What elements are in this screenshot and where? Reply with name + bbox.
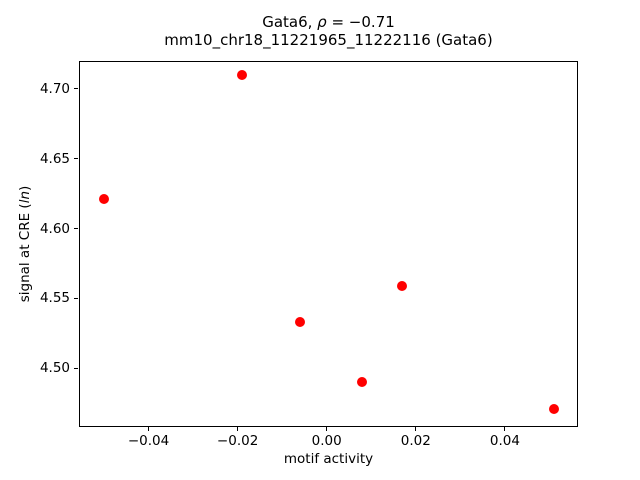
scatter-point	[294, 317, 305, 328]
chart-title-block: Gata6, ρ = −0.71 mm10_chr18_11221965_112…	[79, 13, 578, 49]
scatter-point	[237, 69, 248, 80]
y-tick-label: 4.60	[39, 220, 70, 237]
y-tick-mark	[74, 297, 78, 299]
x-tick-mark	[504, 427, 506, 431]
y-axis-label: signal at CRE (ln)	[17, 186, 33, 303]
y-axis-label-prefix: signal at CRE (	[17, 203, 33, 303]
x-tick-label: −0.04	[127, 433, 170, 449]
y-axis-label-ln: ln	[17, 190, 33, 204]
scatter-point	[357, 377, 368, 388]
x-tick-label: 0.02	[400, 433, 431, 449]
x-tick-mark	[148, 427, 149, 431]
x-tick-mark	[326, 427, 328, 431]
plot-area	[79, 61, 578, 427]
chart-subtitle: mm10_chr18_11221965_11222116 (Gata6)	[164, 31, 493, 49]
y-tick-mark	[74, 228, 78, 230]
x-tick-label: 0.04	[489, 433, 520, 449]
chart-title-correlation: = −0.71	[326, 13, 395, 31]
y-tick-mark	[74, 158, 78, 160]
x-tick-label: −0.02	[216, 433, 259, 449]
x-tick-mark	[237, 427, 239, 431]
x-tick-mark	[415, 427, 417, 431]
x-tick-label: 0.00	[311, 433, 342, 449]
rho-symbol: ρ	[317, 13, 327, 31]
scatter-point	[98, 194, 109, 205]
y-tick-label: 4.55	[39, 290, 70, 307]
chart-title: Gata6, ρ = −0.71	[79, 13, 578, 31]
scatter-point	[548, 403, 559, 414]
chart-title-gene: Gata6,	[262, 13, 318, 31]
y-tick-label: 4.50	[39, 360, 70, 377]
y-tick-mark	[74, 88, 78, 90]
y-tick-label: 4.70	[39, 80, 70, 97]
x-axis-label: motif activity	[283, 451, 374, 467]
y-axis-label-suffix: )	[17, 185, 33, 191]
scatter-point	[397, 280, 408, 291]
y-tick-label: 4.65	[39, 150, 70, 167]
y-tick-mark	[74, 367, 78, 369]
